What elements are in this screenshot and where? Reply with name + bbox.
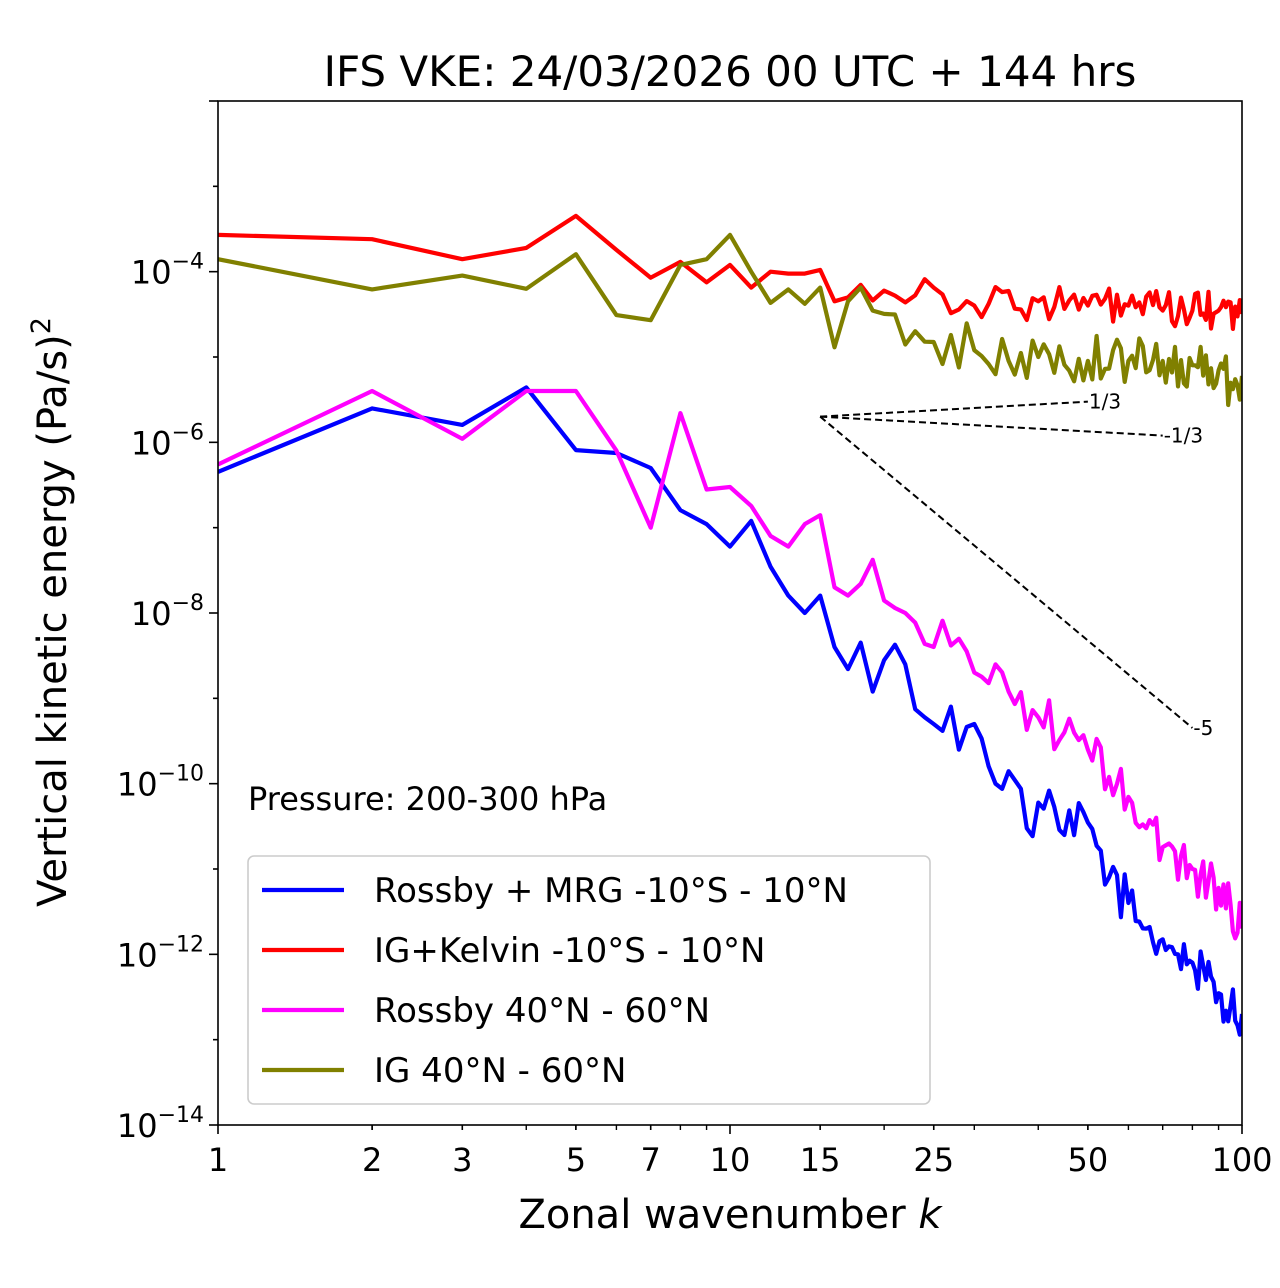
series-line — [218, 388, 1242, 941]
x-tick-label: 1 — [208, 1141, 228, 1179]
x-axis-label-text: Zonal wavenumber — [518, 1192, 906, 1238]
y-tick-label: 10−4 — [131, 250, 204, 292]
x-tick-label: 100 — [1211, 1141, 1272, 1179]
x-tick-label: 7 — [641, 1141, 661, 1179]
tick-layer: 1 2 3 5 7 10 15 25 50 10010−410−610−810−1010−1210… — [117, 100, 1273, 1179]
legend-box — [247, 855, 931, 1105]
y-tick-exp: −8 — [172, 591, 204, 616]
legend-label: Rossby + MRG -10°S - 10°N — [374, 871, 848, 911]
reference-line-label: 1/3 — [1089, 390, 1121, 414]
y-tick-exp: −10 — [158, 762, 204, 787]
pressure-annotation: Pressure: 200-300 hPa — [248, 780, 607, 818]
y-tick-exp: −12 — [158, 932, 204, 957]
series-layer — [218, 213, 1242, 1037]
y-axis-label-text: Vertical kinetic energy (Pa/s) — [30, 334, 76, 907]
legend-label: IG 40°N - 60°N — [374, 1051, 626, 1091]
y-tick-label: 10−6 — [131, 420, 204, 462]
y-tick-base: 10 — [131, 424, 172, 462]
x-tick-label: 25 — [913, 1141, 954, 1179]
y-tick-label: 10−12 — [117, 932, 204, 974]
y-tick-label: 10−8 — [131, 591, 204, 633]
x-tick-label: 15 — [800, 1141, 841, 1179]
series-line — [218, 232, 1242, 408]
y-tick-base: 10 — [131, 254, 172, 292]
reference-lines: 1/3 -1/3 -5 — [819, 390, 1213, 740]
y-tick-exp: −6 — [172, 420, 204, 445]
y-tick-base: 10 — [117, 936, 158, 974]
series-line — [218, 385, 1242, 1037]
x-tick-label: 3 — [452, 1141, 472, 1179]
x-tick-label: 50 — [1068, 1141, 1109, 1179]
x-tick-label: 10 — [710, 1141, 751, 1179]
y-tick-exp: −14 — [158, 1103, 204, 1128]
x-tick-label: 5 — [566, 1141, 586, 1179]
y-tick-label: 10−10 — [117, 762, 204, 804]
y-tick-exp: −4 — [172, 250, 204, 275]
y-axis-label: Vertical kinetic energy (Pa/s)2 — [26, 317, 76, 907]
chart-title: IFS VKE: 24/03/2026 00 UTC + 144 hrs — [324, 47, 1137, 96]
reference-line — [819, 415, 1194, 729]
x-axis-label-var: k — [918, 1192, 943, 1238]
y-tick-base: 10 — [117, 1107, 158, 1145]
legend-label: Rossby 40°N - 60°N — [374, 991, 710, 1031]
y-tick-base: 10 — [117, 766, 158, 804]
x-tick-label: 2 — [362, 1141, 382, 1179]
reference-line — [820, 400, 1088, 418]
y-axis-label-exp: 2 — [26, 317, 57, 334]
y-tick-label: 10−14 — [117, 1103, 204, 1145]
series-line — [218, 213, 1242, 331]
legend-label: IG+Kelvin -10°S - 10°N — [374, 931, 765, 971]
reference-line — [820, 415, 1163, 437]
y-tick-base: 10 — [131, 595, 172, 633]
x-axis-label: Zonal wavenumber k — [518, 1192, 943, 1238]
reference-line-label: -5 — [1193, 716, 1213, 740]
reference-line-label: -1/3 — [1164, 424, 1203, 448]
legend: Rossby + MRG -10°S - 10°N IG+Kelvin -10°S… — [247, 855, 931, 1105]
